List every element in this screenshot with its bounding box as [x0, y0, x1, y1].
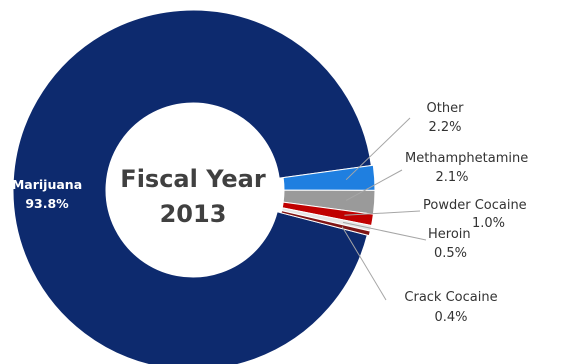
slices-group [12, 9, 376, 364]
slice-value-crack-cocaine: 0.4% [434, 310, 467, 325]
slice-label-marijuana: Marijuana [12, 177, 82, 192]
slice-value-powder-cocaine: 1.0% [472, 216, 505, 231]
slice-value-heroin: 0.5% [434, 246, 467, 261]
center-title-line-1: Fiscal Year [120, 165, 266, 193]
center-title-line-2: 2013 [160, 200, 227, 228]
leader-line-powder-cocaine [344, 210, 421, 216]
slice-value-other: 2.2% [428, 120, 461, 135]
leader-line-methamphetamine [345, 169, 403, 201]
slice-label-heroin: Heroin [428, 227, 471, 242]
slice-label-crack-cocaine: Crack Cocaine [404, 290, 497, 305]
slice-marijuana [12, 9, 372, 364]
leader-line-other [345, 117, 411, 181]
slice-value-marijuana: 93.8% [25, 196, 69, 211]
slice-label-other: Other [427, 101, 465, 116]
leader-lines [341, 117, 427, 301]
slice-value-methamphetamine: 2.1% [435, 170, 468, 185]
slice-label-powder-cocaine: Powder Cocaine [423, 198, 527, 213]
slice-label-methamphetamine: Methamphetamine [405, 151, 528, 166]
leader-line-crack-cocaine [341, 226, 387, 301]
slice-crack-cocaine [280, 209, 371, 237]
leader-line-heroin [342, 221, 427, 241]
